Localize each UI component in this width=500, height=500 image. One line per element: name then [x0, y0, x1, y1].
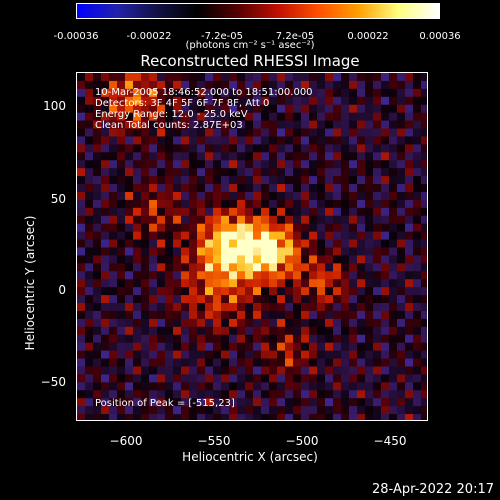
x-axis-label: Heliocentric X (arcsec)	[182, 450, 318, 464]
colorbar-tick: -0.00036	[53, 31, 99, 42]
colorbar-tick: -0.00022	[126, 31, 172, 42]
colorbar-tick: 7.2e-05	[275, 31, 315, 42]
timestamp: 28-Apr-2022 20:17	[372, 482, 494, 497]
y-axis-label: Heliocentric Y (arcsec)	[23, 215, 37, 351]
x-tick-label: −600	[109, 434, 143, 448]
info-energy-range: Energy Range: 12.0 - 25.0 keV	[95, 109, 248, 120]
info-time-range: 10-Mar-2005 18:46:52.000 to 18:51:00.000	[95, 87, 313, 98]
colorbar-tick: -7.2e-05	[201, 31, 243, 42]
info-clean-counts: Clean Total counts: 2.87E+03	[95, 120, 243, 131]
colorbar-tick: 0.00022	[347, 31, 389, 42]
x-tick-label: −550	[197, 434, 231, 448]
y-tick-label: 0	[58, 283, 66, 297]
info-detectors: Detectors: 3F 4F 5F 6F 7F 8F, Att 0	[95, 98, 270, 109]
colorbar	[76, 3, 440, 19]
colorbar-units: (photons cm⁻² s⁻¹ asec⁻²)	[185, 40, 315, 51]
x-tick-label: −500	[285, 434, 319, 448]
y-tick-label: −50	[40, 375, 66, 389]
solar-image-plot: 10-Mar-2005 18:46:52.000 to 18:51:00.000…	[76, 72, 428, 421]
peak-position: Position of Peak = [-515,23]	[95, 398, 235, 409]
colorbar-tick: 0.00036	[419, 31, 461, 42]
plot-title: Reconstructed RHESSI Image	[140, 52, 360, 70]
y-tick-label: 100	[43, 99, 66, 113]
y-tick-label: 50	[50, 192, 66, 206]
x-tick-label: −450	[373, 434, 407, 448]
rhessi-image	[77, 73, 427, 420]
